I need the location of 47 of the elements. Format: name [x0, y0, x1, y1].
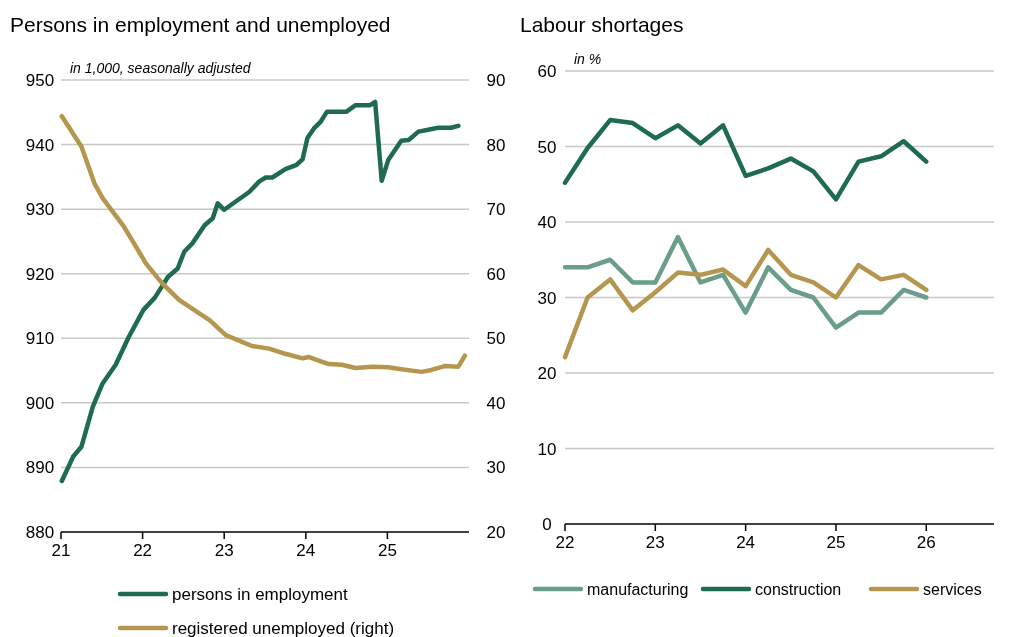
x-tick-label: 22 — [555, 533, 575, 552]
legend-label: manufacturing — [587, 581, 689, 598]
x-tick-label: 23 — [214, 541, 234, 560]
y-tick-label: 930 — [25, 200, 55, 220]
y-tick-label: 60 — [537, 62, 557, 81]
y2-tick-label: 50 — [486, 329, 506, 349]
x-tick-label: 21 — [51, 541, 71, 560]
y-tick-label: 910 — [25, 329, 55, 349]
line-series — [562, 117, 929, 202]
chart-title: Persons in employment and unemployed — [10, 13, 391, 36]
y-tick-label: 950 — [25, 71, 55, 90]
y2-tick-label: 80 — [486, 135, 506, 155]
y2-tick-label: 20 — [486, 523, 506, 542]
line-series — [59, 113, 468, 375]
legend-label: registered unemployed (right) — [172, 619, 395, 637]
y-tick-label: 940 — [25, 135, 55, 155]
legend-label: persons in employment — [172, 585, 349, 604]
y2-tick-label: 30 — [486, 458, 506, 478]
y-tick-label: 10 — [537, 439, 557, 459]
y2-tick-label: 90 — [486, 71, 506, 90]
y2-tick-label: 40 — [486, 393, 506, 413]
x-tick-label: 24 — [296, 541, 316, 560]
x-tick-label: 26 — [916, 533, 936, 552]
chart-title: Labour shortages — [520, 13, 684, 36]
line-series — [562, 247, 929, 360]
line-series — [59, 99, 461, 484]
text: in 1,000, seasonally adjusted — [70, 60, 252, 76]
line-series — [562, 234, 929, 330]
y2-tick-label: 70 — [486, 200, 506, 220]
legend-label: services — [923, 581, 982, 598]
y-tick-label: 40 — [537, 213, 557, 232]
y2-tick-label: 60 — [486, 264, 506, 284]
legend-label: construction — [755, 581, 842, 598]
text: in % — [574, 51, 602, 67]
x-tick-label: 25 — [826, 533, 846, 552]
y-tick-label: 0 — [542, 515, 552, 534]
x-tick-label: 24 — [736, 533, 756, 552]
x-tick-label: 22 — [133, 541, 153, 560]
y-tick-label: 890 — [25, 458, 55, 478]
y-tick-label: 880 — [25, 523, 55, 542]
y-tick-label: 900 — [25, 393, 55, 413]
x-tick-label: 23 — [645, 533, 665, 552]
x-tick-label: 25 — [377, 541, 397, 560]
y-tick-label: 50 — [537, 137, 557, 157]
y-tick-label: 20 — [537, 364, 557, 383]
y-tick-label: 920 — [25, 264, 55, 284]
y-tick-label: 30 — [537, 288, 557, 308]
